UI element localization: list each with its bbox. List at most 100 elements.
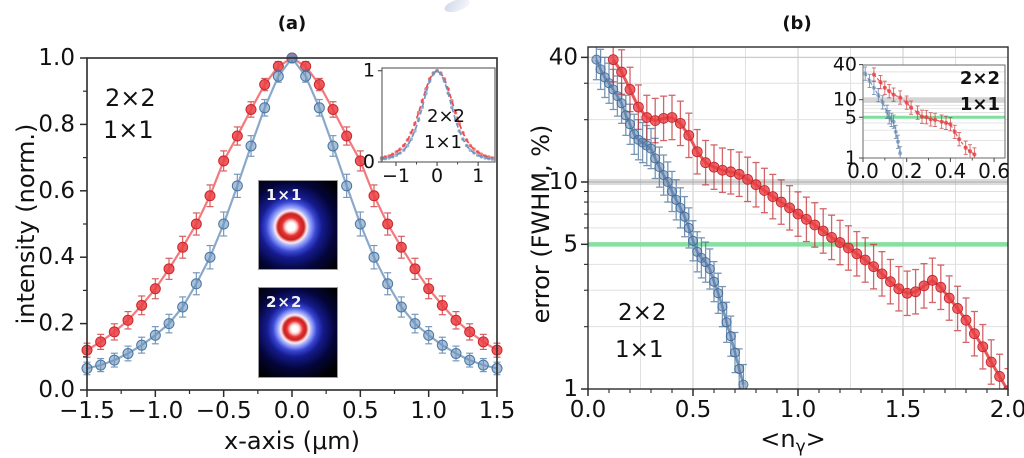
data-point (898, 151, 903, 156)
data-point (464, 354, 476, 366)
data-point (394, 153, 399, 157)
data-point (675, 117, 686, 129)
x-tick-label: 0.5 (342, 398, 379, 424)
panel-a-inset-legend-2x2: 2×2 (427, 106, 465, 127)
data-point (801, 213, 812, 225)
data-point (420, 105, 425, 110)
data-point (924, 115, 929, 120)
y-tick-label: 1 (845, 147, 857, 169)
data-point (409, 130, 413, 135)
data-point (625, 119, 636, 130)
data-point (891, 92, 896, 97)
data-point (409, 318, 421, 330)
data-point (327, 140, 339, 152)
data-point (477, 336, 489, 348)
data-point (368, 251, 380, 263)
data-point (952, 129, 957, 135)
y-tick-label: 1 (363, 60, 375, 82)
data-point (750, 179, 762, 191)
x-tick-label: 0.0 (274, 398, 311, 424)
data-point (413, 129, 417, 133)
data-point (464, 143, 469, 148)
data-point (915, 110, 920, 115)
data-point (401, 148, 406, 152)
data-point (994, 371, 1005, 382)
panel-b-inset-axes: 0.0 0.2 0.4 0.6 40 105 1 (833, 54, 1010, 183)
data-point (738, 379, 749, 389)
data-point (122, 314, 134, 326)
data-point (616, 66, 627, 78)
data-point (919, 114, 925, 119)
x-tick-label: −1.5 (59, 398, 115, 424)
data-point (204, 251, 216, 263)
data-point (341, 180, 353, 192)
beam-profile-image-2x2: 2×2 (258, 287, 338, 378)
data-point (424, 91, 428, 95)
data-point (733, 168, 745, 180)
data-point (218, 155, 230, 167)
data-point (679, 211, 690, 222)
data-point (624, 84, 636, 95)
data-point (354, 155, 366, 167)
data-point (691, 146, 703, 158)
data-point (939, 119, 944, 124)
panel-a-inset: −1 0 1 0 1 2×2 1×1 (363, 60, 496, 187)
y-tick-label: 0.2 (38, 311, 75, 337)
panel-a-inset-frame (381, 67, 496, 163)
data-point (675, 202, 686, 213)
panel-b-inset-legend-1x1: 1×1 (960, 94, 1000, 115)
data-point (667, 186, 678, 197)
data-point (108, 354, 120, 366)
data-point (327, 103, 339, 115)
panel-b-series-1×1 (607, 47, 1008, 389)
x-tick-label: 2.0 (990, 397, 1024, 423)
data-point (438, 72, 443, 76)
data-point (420, 99, 425, 103)
data-point (382, 218, 394, 230)
y-tick-label: 10 (833, 89, 857, 111)
data-point (190, 278, 202, 290)
data-point (977, 341, 989, 353)
data-point (177, 241, 189, 253)
data-point (891, 119, 896, 124)
panel-b-inset-frame (862, 64, 1006, 159)
data-point (204, 190, 216, 202)
data-point (884, 109, 890, 114)
data-point (985, 356, 997, 368)
data-point (401, 143, 406, 148)
data-point (398, 147, 402, 152)
x-tick-label: 0.4 (934, 159, 966, 183)
panel-b-ylabel: error (FWHM, %) (527, 125, 555, 324)
data-point (427, 79, 432, 84)
data-point (859, 254, 871, 266)
data-point (300, 70, 312, 82)
panel-a-ylabel: intensity (norm.) (12, 124, 40, 325)
x-tick-label: 0.6 (978, 159, 1010, 183)
data-point (817, 225, 829, 237)
panel-b-inset-legend-2x2: 2×2 (960, 68, 1000, 89)
beam-image-2x2-label: 2×2 (266, 293, 303, 311)
data-point (313, 79, 325, 91)
data-point (395, 301, 407, 313)
data-point (767, 191, 779, 203)
y-tick-label: 0.6 (38, 178, 75, 204)
data-point (409, 137, 413, 141)
data-point (867, 78, 872, 84)
data-point (457, 129, 462, 133)
data-point (646, 143, 657, 154)
y-tick-label: 40 (549, 44, 578, 70)
data-point (1002, 385, 1008, 389)
data-point (721, 317, 732, 328)
data-point (742, 173, 753, 185)
data-point (784, 202, 795, 214)
data-point (472, 151, 476, 155)
data-point (409, 263, 421, 275)
data-point (700, 157, 711, 169)
data-point (960, 314, 972, 326)
data-point (851, 248, 863, 260)
data-point (887, 89, 892, 94)
data-point (932, 117, 938, 123)
data-point (666, 112, 678, 123)
data-point (967, 149, 973, 154)
data-point (450, 347, 462, 359)
